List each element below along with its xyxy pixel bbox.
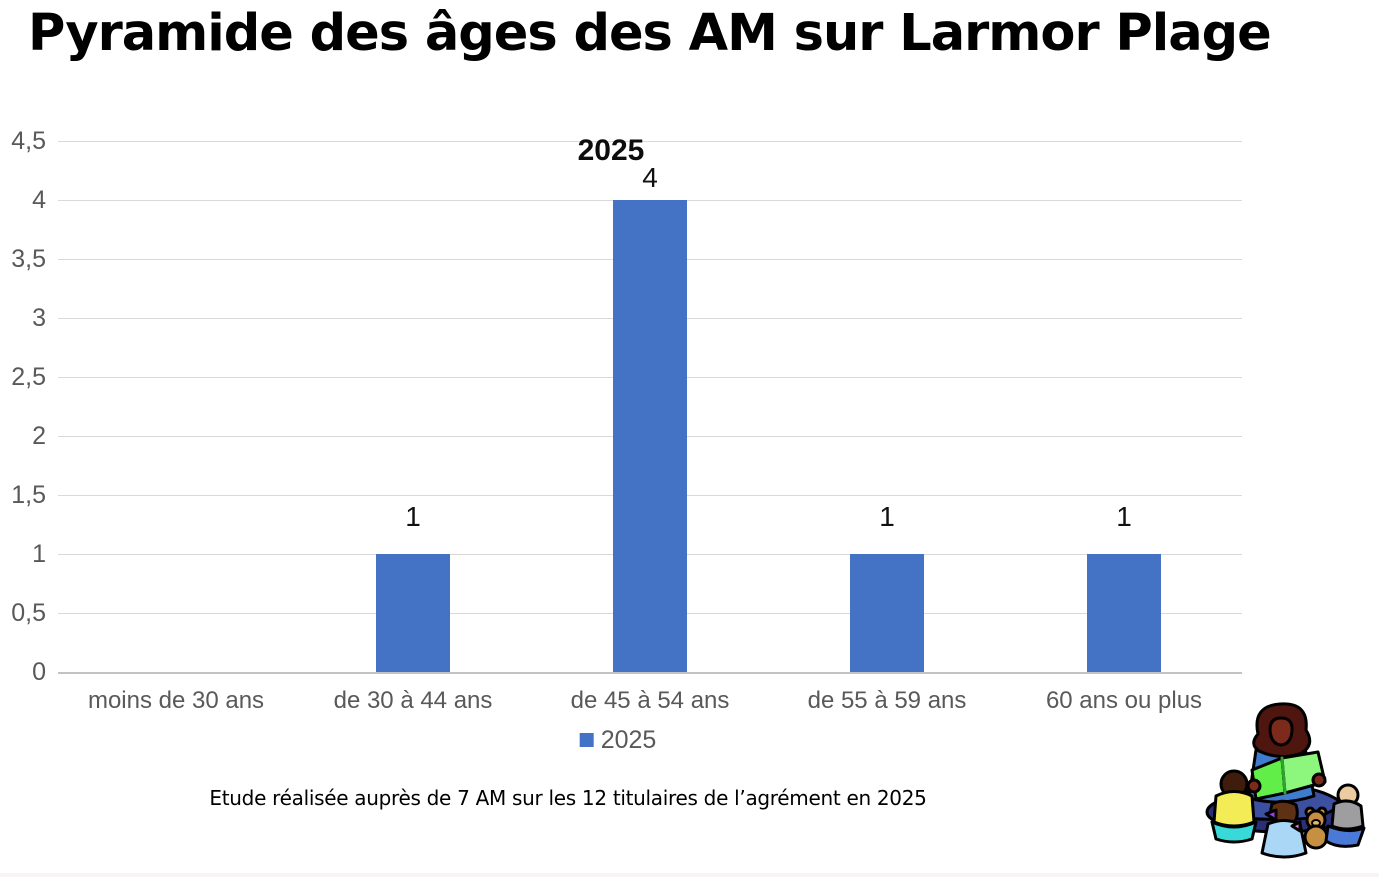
y-tick-label: 1 <box>32 540 46 568</box>
data-label: 4 <box>642 162 658 193</box>
x-tick-label: de 55 à 59 ans <box>807 687 967 714</box>
bottom-strip <box>0 873 1379 877</box>
chart-series-title: 2025 <box>577 134 645 167</box>
storytime-clipart <box>1205 702 1366 859</box>
left-child-legs <box>1210 820 1258 844</box>
y-tick-label: 2 <box>32 422 46 450</box>
x-tick-label: de 45 à 54 ans <box>570 687 730 714</box>
bar <box>376 554 450 672</box>
y-tick-label: 2,5 <box>11 363 46 391</box>
adult-hand-left <box>1246 778 1262 794</box>
legend-swatch-icon <box>579 733 594 747</box>
book-spine <box>1280 756 1287 795</box>
y-tick-label: 4,5 <box>11 127 46 155</box>
teddy-body <box>1303 824 1329 850</box>
page-title: Pyramide des âges des AM sur Larmor Plag… <box>28 4 1272 63</box>
gridline <box>58 141 1242 142</box>
y-tick-label: 3,5 <box>11 245 46 273</box>
chart-legend: 2025 <box>579 726 657 754</box>
front-child-bow <box>1264 808 1278 822</box>
y-tick-label: 0 <box>32 658 46 686</box>
y-tick-label: 1,5 <box>11 481 46 509</box>
data-label: 1 <box>1116 501 1132 532</box>
legend-label: 2025 <box>600 726 657 754</box>
bar <box>850 554 924 672</box>
front-child-pink-bow <box>1290 820 1302 833</box>
data-label: 1 <box>405 501 421 532</box>
x-tick-label: 60 ans ou plus <box>1045 687 1203 714</box>
study-caption: Etude réalisée auprès de 7 AM sur les 12… <box>209 786 927 810</box>
right-child-legs <box>1324 824 1366 848</box>
left-child-shirt <box>1212 790 1256 828</box>
y-tick-label: 4 <box>32 186 46 214</box>
gridline <box>58 672 1242 674</box>
y-tick-label: 0,5 <box>11 599 46 627</box>
y-tick-label: 3 <box>32 304 46 332</box>
adult-hand-right <box>1311 772 1327 788</box>
x-tick-label: de 30 à 44 ans <box>333 687 493 714</box>
bar <box>1087 554 1161 672</box>
x-tick-label: moins de 30 ans <box>87 687 265 714</box>
adult-face <box>1268 716 1294 747</box>
data-label: 1 <box>879 501 895 532</box>
right-child-shirt <box>1330 799 1365 831</box>
bar <box>613 200 687 672</box>
